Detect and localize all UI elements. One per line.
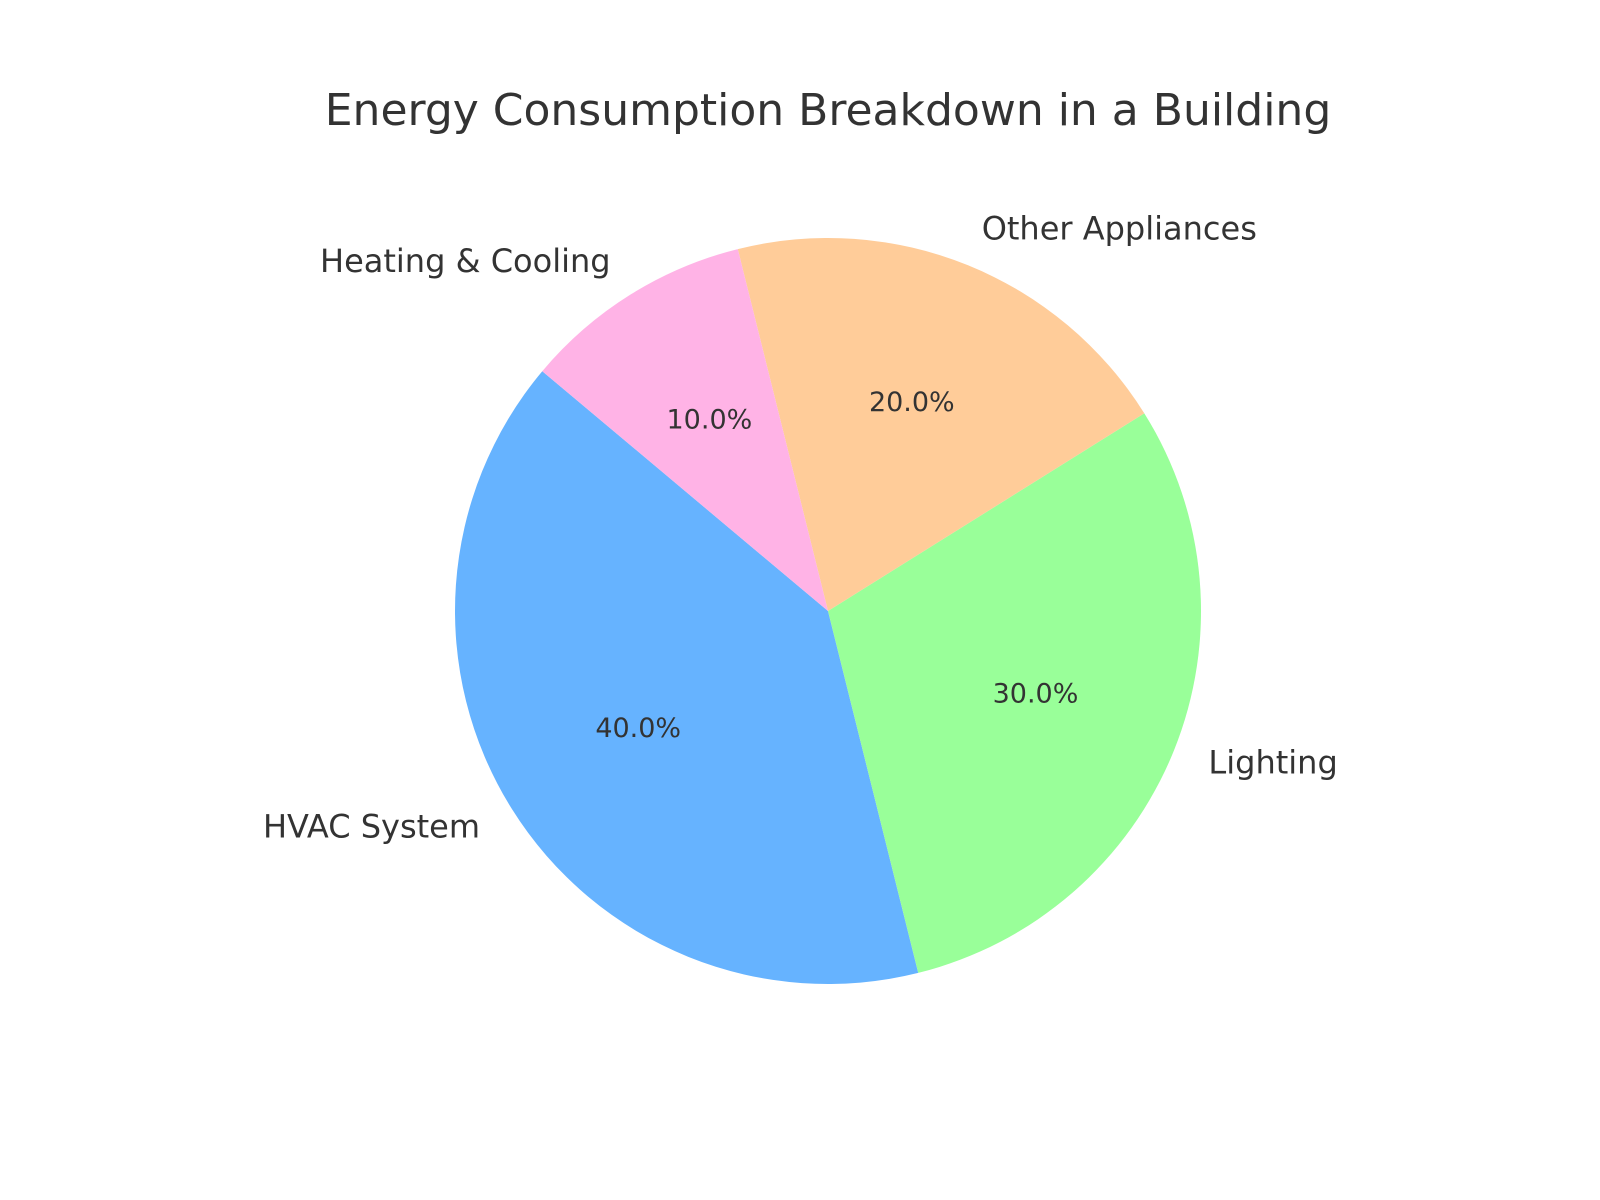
value-label: 40.0% [595, 713, 681, 744]
chart-title: Energy Consumption Breakdown in a Buildi… [325, 85, 1332, 136]
slice-label: Heating & Cooling [320, 242, 611, 280]
slice-label: HVAC System [263, 807, 480, 845]
slice-label: Other Appliances [982, 210, 1257, 248]
slice-label: Lighting [1208, 744, 1337, 782]
pie-slice [737, 237, 1145, 611]
value-label: 10.0% [667, 405, 753, 436]
value-label: 20.0% [869, 387, 955, 418]
pie-slice [455, 371, 919, 985]
pie-slice [542, 249, 828, 611]
value-label: 30.0% [993, 678, 1079, 709]
pie-slice [828, 413, 1201, 973]
